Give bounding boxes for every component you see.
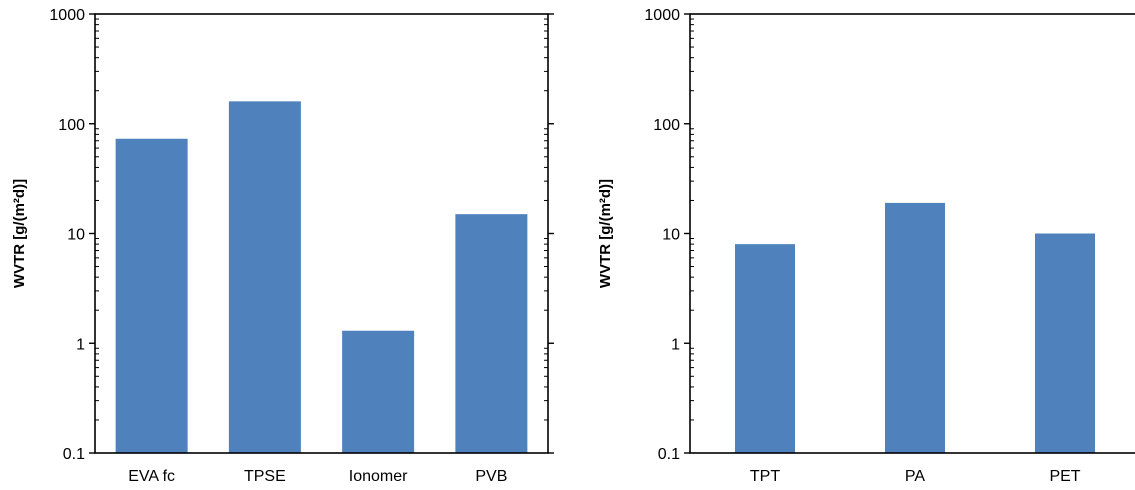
bar-eva-fc xyxy=(115,138,188,454)
y-axis-title: WVTR [g/(m²d)] xyxy=(11,179,28,288)
y-tick-label: 100 xyxy=(653,117,680,134)
category-label: PA xyxy=(905,468,925,485)
left-chart-panel: EVA fc TPSE Ionomer PVB 0.1 1 10 100 1000 WVTR [g… xyxy=(11,7,554,485)
category-label: EVA fc xyxy=(128,468,175,485)
bar-pa xyxy=(885,202,945,453)
y-tick-label: 0.1 xyxy=(658,446,680,463)
y-tick-label: 10 xyxy=(662,227,680,244)
bar-pvb xyxy=(455,214,528,453)
bar-pet xyxy=(1035,233,1095,453)
y-tick-label: 1 xyxy=(76,336,85,353)
bar-ionomer xyxy=(342,330,415,453)
category-label: TPT xyxy=(750,468,780,485)
y-axis-title: WVTR [g/(m²d)] xyxy=(597,179,614,288)
category-label: PET xyxy=(1049,468,1080,485)
bar-tpt xyxy=(735,244,795,453)
y-tick-label: 0.1 xyxy=(63,446,85,463)
y-tick-label: 1000 xyxy=(49,7,85,24)
bar-tpse xyxy=(228,101,301,453)
y-tick-label: 100 xyxy=(58,117,85,134)
y-tick-label: 10 xyxy=(67,227,85,244)
right-chart-panel: TPT PA PET 0.1 1 10 100 1000 WVTR [g/(m²d)] xyxy=(597,7,1135,485)
category-label: Ionomer xyxy=(349,468,408,485)
category-label: PVB xyxy=(475,468,507,485)
y-tick-label: 1 xyxy=(671,336,680,353)
category-label: TPSE xyxy=(244,468,286,485)
y-tick-label: 1000 xyxy=(644,7,680,24)
